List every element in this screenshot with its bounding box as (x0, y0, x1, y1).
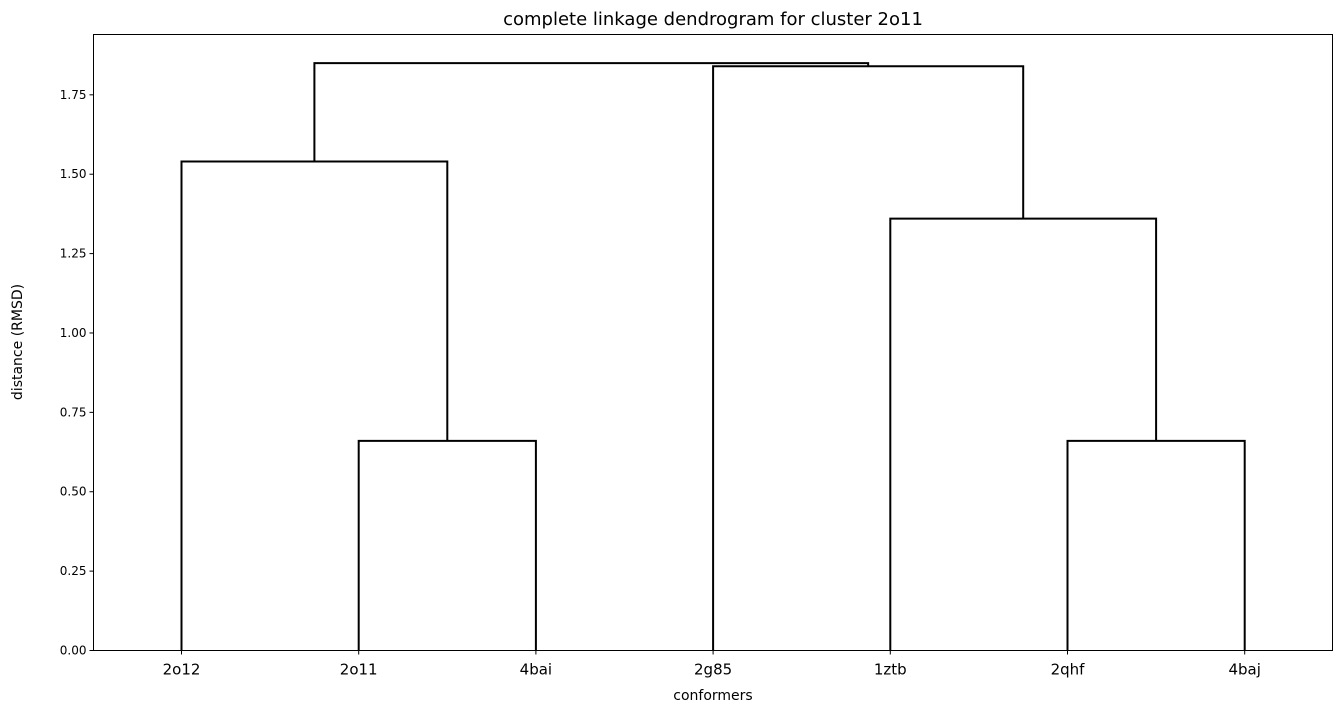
dendrogram-link-2 (1066, 439, 1246, 651)
y-tick-label: 1.75 (60, 88, 87, 102)
leaf-label-2o11: 2o11 (340, 661, 378, 679)
y-tick-label: 1.25 (60, 247, 87, 261)
y-tick-label: 0.25 (60, 564, 87, 578)
x-axis-label: conformers (673, 688, 752, 704)
leaf-label-1ztb: 1ztb (874, 661, 907, 679)
y-tick-label: 1.50 (60, 167, 87, 181)
y-tick-label: 1.00 (60, 326, 87, 340)
y-axis-label: distance (RMSD) (10, 284, 26, 400)
dendrogram-link-1 (357, 439, 537, 651)
y-tick-label: 0.75 (60, 405, 87, 419)
dendrogram-link-3 (889, 217, 1158, 651)
dendrogram-link-4 (180, 160, 449, 651)
dendrogram-links (180, 62, 1246, 651)
y-tick-label: 0.50 (60, 485, 87, 499)
dendrogram-link-5 (712, 65, 1025, 651)
leaf-label-4bai: 4bai (520, 661, 552, 679)
chart-title: complete linkage dendrogram for cluster … (503, 9, 923, 30)
x-axis-ticks: 2o12 2o11 4bai 2g85 1ztb 2qhf 4baj (163, 650, 1261, 679)
leaf-label-4baj: 4baj (1228, 661, 1260, 679)
leaf-label-2qhf: 2qhf (1051, 661, 1086, 679)
y-tick-label: 0.00 (60, 644, 87, 658)
leaf-label-2o12: 2o12 (163, 661, 201, 679)
leaf-label-2g85: 2g85 (694, 661, 732, 679)
y-axis-ticks: 0.00 0.25 0.50 0.75 1.00 1.25 1.50 1.75 (60, 88, 94, 658)
dendrogram-link-6 (313, 62, 870, 162)
